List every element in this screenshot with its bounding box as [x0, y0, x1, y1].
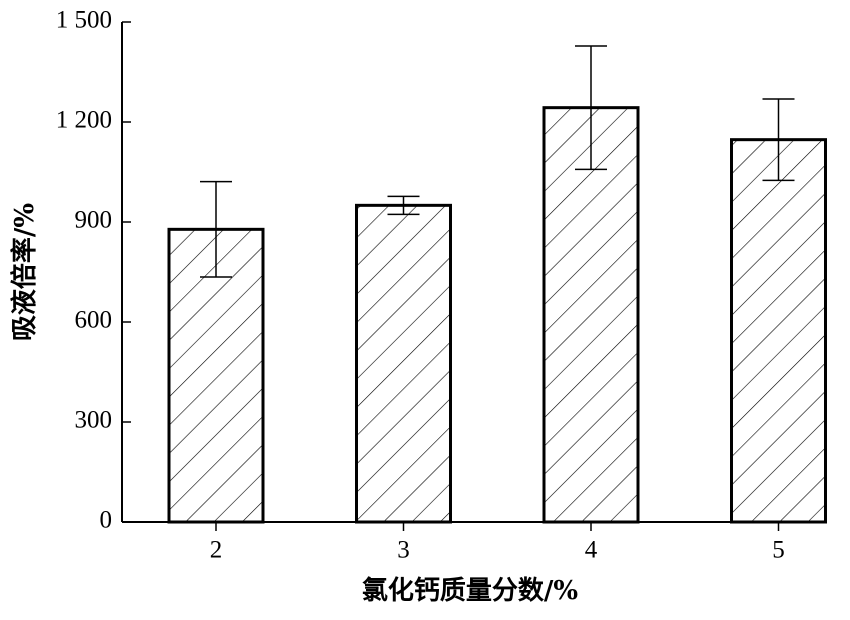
x-axis-title: 氯化钙质量分数/% — [362, 575, 578, 606]
y-tick-label: 300 — [75, 407, 113, 434]
y-tick-label: 600 — [75, 307, 113, 334]
x-tick-label: 4 — [585, 537, 598, 564]
y-tick-label: 1 200 — [56, 107, 112, 134]
bar — [730, 138, 827, 524]
y-tick-label: 900 — [75, 207, 113, 234]
x-tick-label: 5 — [772, 537, 785, 564]
y-tick-label: 1 500 — [56, 7, 112, 34]
y-axis-title: 吸液倍率/% — [9, 203, 40, 341]
bar — [355, 203, 452, 524]
bar — [167, 227, 265, 524]
x-tick-label: 2 — [210, 537, 223, 564]
y-tick-label: 0 — [100, 507, 113, 534]
x-tick-label: 3 — [397, 537, 410, 564]
